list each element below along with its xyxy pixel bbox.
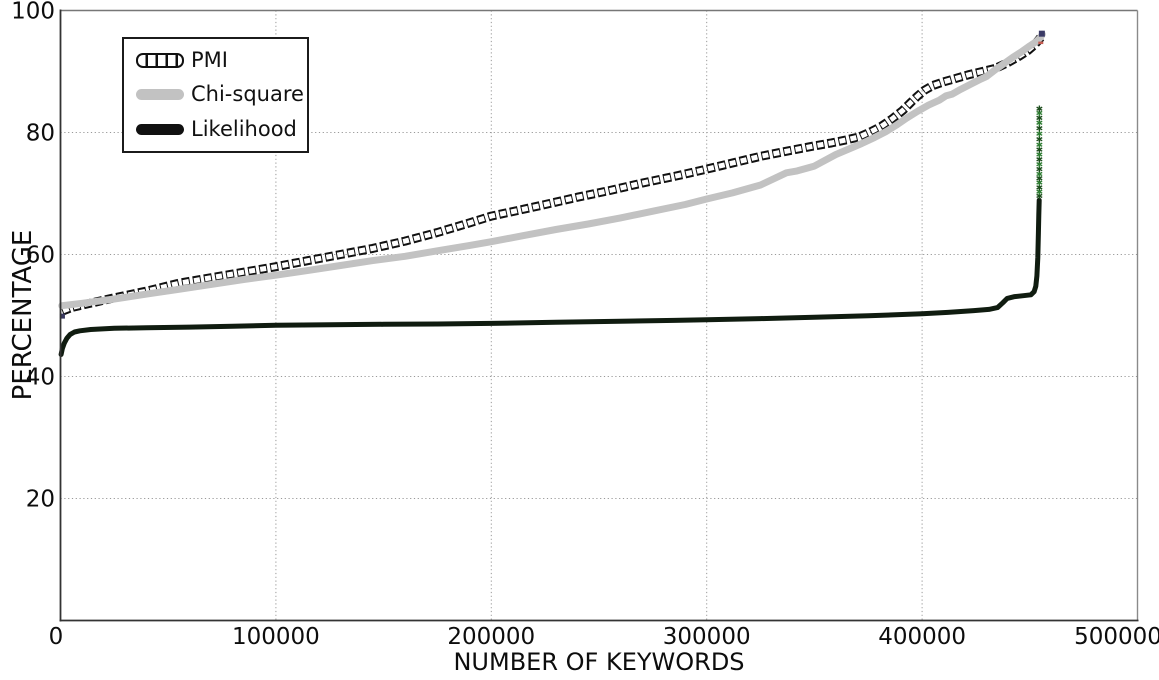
x-tick-label: 0 [49,624,64,650]
x-tick-label: 100000 [232,624,320,650]
legend-item-pmi: PMI [136,47,307,72]
star-marker [1036,115,1043,121]
star-marker [1036,162,1043,167]
star-marker [1036,152,1043,157]
pmi-line-swatch-icon [136,52,184,68]
star-marker [1036,189,1043,194]
y-axis-title: PERCENTAGE [8,230,38,401]
series-likelihood [58,197,1042,357]
endpoint-markers [59,30,1045,319]
chi-square-line-swatch-icon [136,89,184,101]
star-marker [1036,131,1043,136]
star-marker [1036,157,1043,162]
x-tick-label: 400000 [878,624,966,650]
legend: PMI Chi-square Likelihood [122,37,309,153]
star-marker [1036,176,1043,181]
x-axis-title: NUMBER OF KEYWORDS [453,648,744,676]
legend-label: Likelihood [191,117,297,142]
star-marker [1036,106,1043,111]
star-marker [1036,110,1043,116]
series-pmi [60,33,1045,316]
pmi-start-marker [59,313,65,319]
star-marker [1036,120,1043,125]
x-tick-label: 300000 [663,624,751,650]
legend-item-chi-square: Chi-square [136,84,307,105]
star-marker [1036,171,1043,177]
series-path [58,197,1042,357]
x-tick-label: 200000 [447,624,535,650]
series-chi-square [58,30,1046,310]
star-marker [1036,180,1043,185]
y-tick-label: 60 [26,243,55,269]
star-marker [1036,142,1043,147]
series-likelihood-tail-star-markers [1036,105,1043,200]
series-path-squares-inner [61,35,1044,314]
star-marker [1036,193,1043,199]
y-tick-label: 40 [26,365,55,391]
legend-label: PMI [191,47,228,72]
series-end-marker [1038,30,1045,37]
star-marker [1036,126,1043,131]
axes-frame [59,9,1139,622]
y-tick-label: 100 [11,0,55,25]
likelihood-line-swatch-icon [136,124,184,136]
y-tick-label: 80 [26,121,55,147]
star-marker [1036,137,1043,142]
legend-item-likelihood: Likelihood [136,119,307,140]
star-marker [1036,147,1043,152]
axis-titles: NUMBER OF KEYWORDS PERCENTAGE [8,230,745,676]
star-marker [1036,185,1043,190]
series-path [58,30,1046,310]
star-marker [1036,166,1043,172]
x-tick-label: 500000 [1074,624,1159,650]
legend-label: Chi-square [191,82,304,107]
y-tick-label: 20 [26,487,55,513]
tick-labels: 0 100000 200000 300000 400000 500000 100 80 60 40… [11,0,1159,650]
